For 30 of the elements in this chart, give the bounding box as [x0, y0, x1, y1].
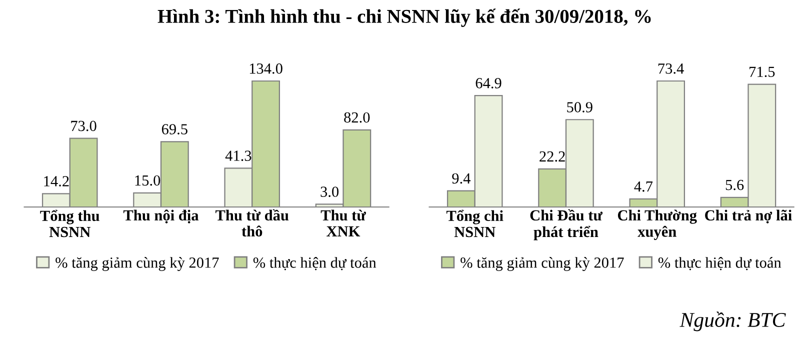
- x-tick-label: Thu từ dầu thô: [215, 209, 289, 237]
- x-tick-label: Thu nội địa: [123, 210, 199, 224]
- data-label: 50.9: [567, 102, 592, 112]
- x-tick-label: Chi Thường xuyên: [618, 210, 697, 240]
- data-label: 22.2: [540, 151, 565, 162]
- x-tick-label: Tổng thu NSNN: [40, 210, 100, 238]
- text: Nguồn: BTC: [680, 312, 786, 332]
- data-label: 9.4: [452, 173, 471, 184]
- chart-title: Hình 3: Tình hình thu - chi NSNN lũy kế đến 30/09/2018, %: [158, 8, 651, 27]
- data-label: 69.5: [162, 124, 188, 134]
- x-tick-label: Chi trả nợ lãi: [705, 210, 792, 224]
- x-tick-label: Tổng chi NSNN: [446, 210, 504, 238]
- legend-label: % thực hiện dự toán: [658, 257, 782, 270]
- data-label: 41.3: [225, 150, 252, 161]
- data-label: 15.0: [135, 175, 160, 186]
- data-label: 5.6: [726, 180, 744, 190]
- data-label: 73.4: [658, 63, 684, 74]
- data-label: 73.0: [71, 120, 96, 132]
- data-label: 134.0: [250, 63, 282, 74]
- data-label: 71.5: [750, 66, 775, 78]
- data-label: 3.0: [320, 186, 339, 197]
- legend-label: % tăng giảm cùng kỳ 2017: [460, 257, 624, 271]
- data-label: 82.0: [344, 112, 370, 123]
- data-label: 14.2: [44, 176, 69, 186]
- x-tick-label: Chi Đầu tư phát triển: [530, 209, 603, 240]
- data-label: 4.7: [634, 181, 653, 192]
- data-label: 64.9: [476, 78, 502, 88]
- x-tick-label: Thu từ XNK: [320, 210, 366, 236]
- legend-label: % thực hiện dự toán: [253, 257, 376, 270]
- legend-label: % tăng giảm cùng kỳ 2017: [56, 257, 219, 271]
